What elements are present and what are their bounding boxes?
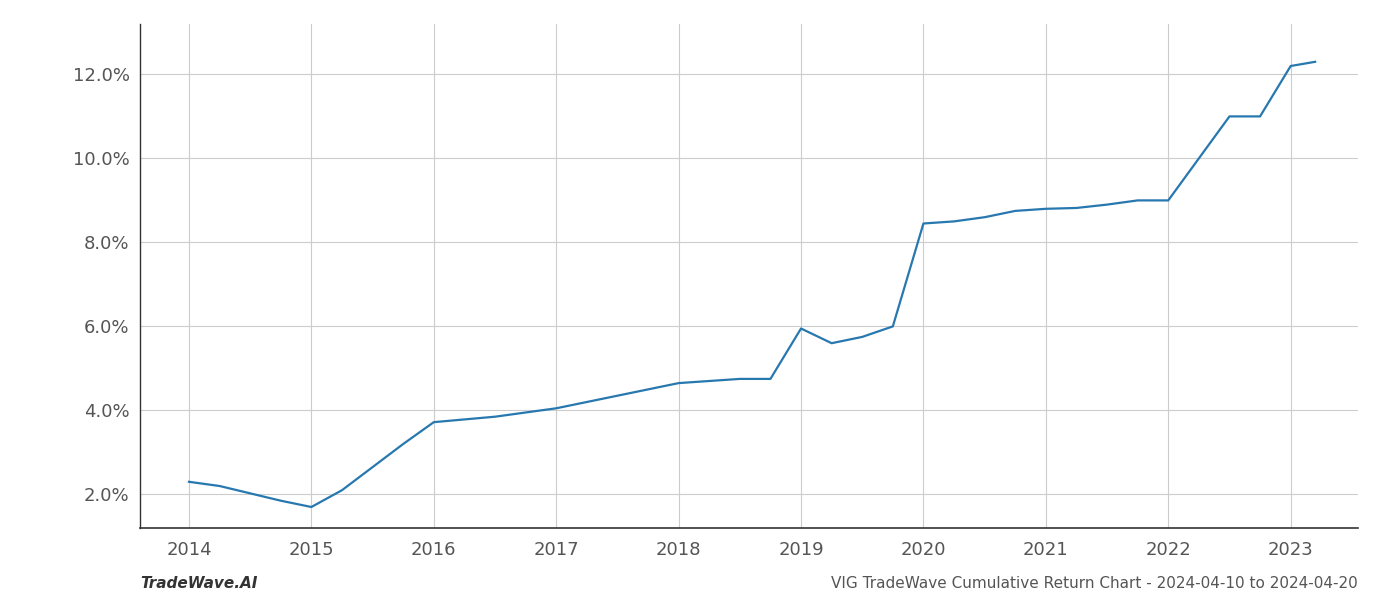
Text: TradeWave.AI: TradeWave.AI bbox=[140, 576, 258, 591]
Text: VIG TradeWave Cumulative Return Chart - 2024-04-10 to 2024-04-20: VIG TradeWave Cumulative Return Chart - … bbox=[832, 576, 1358, 591]
